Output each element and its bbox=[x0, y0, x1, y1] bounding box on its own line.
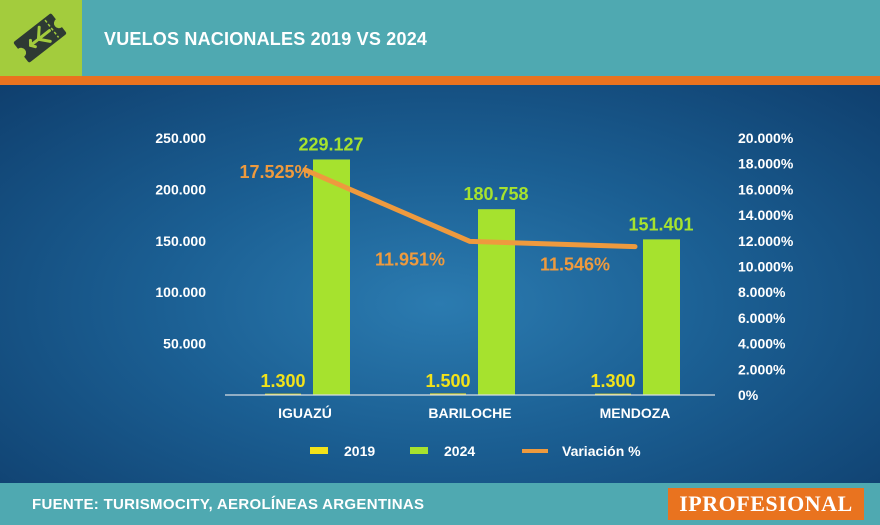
y-left-tick-3: 200.000 bbox=[155, 181, 206, 197]
y-right-tick-0: 0% bbox=[738, 387, 759, 403]
legend-swatch-1 bbox=[410, 447, 428, 454]
y-right-tick-8: 16.000% bbox=[738, 181, 794, 197]
airplane-ticket-icon bbox=[0, 0, 82, 76]
legend-label-1: 2024 bbox=[444, 443, 475, 459]
y-left-tick-0: 50.000 bbox=[163, 336, 206, 352]
y-right-tick-9: 18.000% bbox=[738, 156, 794, 172]
label-2024-0: 229.127 bbox=[298, 134, 363, 154]
label-2019-1: 1.500 bbox=[425, 371, 470, 391]
y-right-tick-2: 4.000% bbox=[738, 336, 786, 352]
bar-2024-1 bbox=[478, 209, 515, 395]
bar-2019-1 bbox=[430, 393, 466, 395]
variation-label-0: 17.525% bbox=[239, 162, 310, 182]
category-label-2: MENDOZA bbox=[600, 405, 671, 421]
accent-stripe bbox=[0, 76, 880, 85]
y-right-tick-6: 12.000% bbox=[738, 233, 794, 249]
source-text: FUENTE: TURISMOCITY, AEROLÍNEAS ARGENTIN… bbox=[32, 496, 425, 513]
y-right-tick-5: 10.000% bbox=[738, 259, 794, 275]
y-left-tick-2: 150.000 bbox=[155, 233, 206, 249]
category-label-0: IGUAZÚ bbox=[278, 404, 332, 421]
brand-logo: IPROFESIONAL bbox=[668, 488, 864, 520]
page-title: VUELOS NACIONALES 2019 VS 2024 bbox=[104, 29, 428, 49]
y-right-tick-4: 8.000% bbox=[738, 284, 786, 300]
chart-background bbox=[0, 85, 880, 483]
variation-label-2: 11.546% bbox=[540, 255, 610, 275]
y-right-tick-10: 20.000% bbox=[738, 130, 794, 146]
label-2019-2: 1.300 bbox=[590, 371, 635, 391]
bar-2024-0 bbox=[313, 159, 350, 395]
y-right-tick-1: 2.000% bbox=[738, 361, 786, 377]
y-right-tick-7: 14.000% bbox=[738, 207, 794, 223]
variation-line bbox=[302, 167, 638, 250]
label-2019-0: 1.300 bbox=[260, 371, 305, 391]
legend-swatch-0 bbox=[310, 447, 328, 454]
bar-2019-2 bbox=[595, 393, 631, 395]
y-right-tick-3: 6.000% bbox=[738, 310, 786, 326]
y-left-tick-1: 100.000 bbox=[155, 284, 206, 300]
bar-2024-2 bbox=[643, 239, 680, 395]
category-label-1: BARILOCHE bbox=[428, 405, 511, 421]
y-left-tick-4: 250.000 bbox=[155, 130, 206, 146]
header-bar bbox=[0, 0, 880, 76]
bar-2019-0 bbox=[265, 393, 301, 395]
legend-label-0: 2019 bbox=[344, 443, 375, 459]
legend-label-2: Variación % bbox=[562, 443, 641, 459]
label-2024-1: 180.758 bbox=[463, 184, 528, 204]
variation-label-1: 11.951% bbox=[375, 249, 445, 269]
label-2024-2: 151.401 bbox=[628, 214, 693, 234]
